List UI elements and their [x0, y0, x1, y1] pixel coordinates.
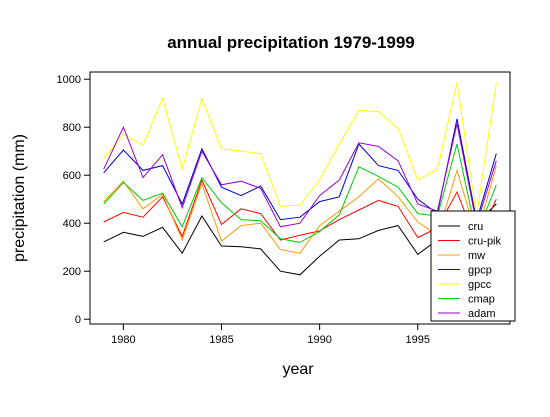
x-axis: 1980 1985 1990 1995: [111, 324, 430, 346]
x-tick-label: 1990: [307, 334, 331, 346]
legend-label-gpcp: gpcp: [468, 265, 492, 277]
y-tick-label: 400: [63, 218, 81, 230]
legend: cru cru-pik mw gpcp gpcc cmap adam: [430, 210, 516, 322]
series-line-gpcc: [103, 82, 497, 217]
y-axis: 0 200 400 600 800 1000: [57, 74, 90, 326]
legend-label-mw: mw: [468, 250, 485, 262]
legend-box: [430, 210, 516, 322]
y-tick-label: 800: [63, 122, 81, 134]
y-tick-label: 1000: [57, 74, 81, 86]
y-tick-label: 0: [75, 314, 81, 326]
legend-label-cru-pik: cru-pik: [468, 236, 502, 248]
x-tick-label: 1995: [406, 334, 430, 346]
x-tick-label: 1985: [209, 334, 233, 346]
legend-label-adam: adam: [468, 308, 496, 320]
y-axis-title: precipitation (mm): [11, 134, 28, 262]
chart-title: annual precipitation 1979-1999: [167, 33, 415, 52]
x-tick-label: 1980: [111, 334, 135, 346]
y-tick-label: 600: [63, 170, 81, 182]
x-axis-title: year: [282, 361, 314, 378]
y-tick-label: 200: [63, 266, 81, 278]
plot-frame: [89, 71, 511, 325]
legend-label-gpcc: gpcc: [468, 279, 492, 291]
legend-label-cmap: cmap: [468, 294, 495, 306]
series-line-adam: [103, 123, 497, 228]
legend-label-cru: cru: [468, 221, 483, 233]
